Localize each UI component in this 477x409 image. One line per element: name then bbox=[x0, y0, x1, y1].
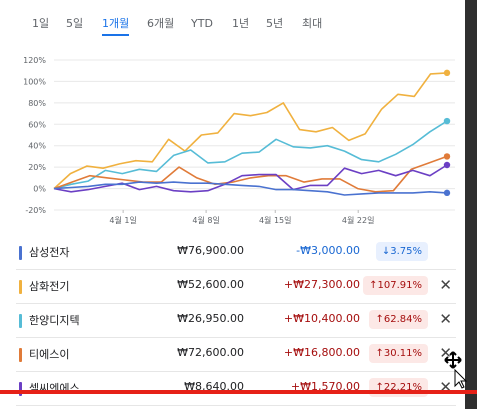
series-line bbox=[53, 155, 448, 193]
price-change: +₩27,300.00 bbox=[283, 278, 360, 291]
y-tick-label: 60% bbox=[28, 120, 46, 129]
series-line bbox=[53, 72, 448, 190]
percent-change-badge: ↑22.21% bbox=[369, 378, 428, 397]
percent-change-badge: ↑30.11% bbox=[369, 344, 428, 363]
tab-ytd[interactable]: YTD bbox=[191, 17, 213, 30]
price-change: +₩10,400.00 bbox=[283, 312, 360, 325]
series-end-point bbox=[443, 69, 451, 77]
stock-row[interactable]: 티에스이 ₩72,600.00 +₩16,800.00 ↑30.11% ✕ bbox=[16, 338, 456, 372]
y-tick-label: 120% bbox=[23, 56, 46, 65]
x-tick-label: 4월 22일 bbox=[342, 215, 375, 225]
y-tick-label: -20% bbox=[25, 206, 46, 215]
series-end-point bbox=[443, 117, 451, 125]
tab-5d[interactable]: 5일 bbox=[66, 17, 84, 30]
series-color-marker bbox=[19, 246, 22, 260]
series-end-point bbox=[443, 153, 451, 160]
y-tick-label: 80% bbox=[28, 99, 46, 108]
x-tick-label: 4월 15일 bbox=[259, 215, 292, 225]
stock-row[interactable]: 삼성전자 ₩76,900.00 -₩3,000.00 ↓3.75% bbox=[16, 236, 456, 270]
series-color-marker bbox=[19, 382, 22, 396]
y-tick-label: 40% bbox=[28, 142, 46, 151]
stock-row[interactable]: 삼화전기 ₩52,600.00 +₩27,300.00 ↑107.91% ✕ bbox=[16, 270, 456, 304]
tab-1m[interactable]: 1개월 bbox=[102, 16, 130, 36]
tab-1d[interactable]: 1일 bbox=[32, 17, 50, 30]
stock-price: ₩8,640.00 bbox=[184, 380, 244, 393]
percent-change-badge: ↑62.84% bbox=[369, 310, 428, 329]
window-edge bbox=[465, 0, 477, 409]
stock-name[interactable]: 한양디지텍 bbox=[29, 314, 80, 327]
series-end-point bbox=[443, 189, 451, 197]
series-end-point bbox=[443, 161, 451, 169]
price-change: +₩1,570.00 bbox=[290, 380, 360, 393]
stock-name[interactable]: 삼성전자 bbox=[29, 246, 70, 259]
x-tick-label: 4월 8일 bbox=[192, 215, 219, 225]
tab-5y[interactable]: 5년 bbox=[266, 17, 284, 30]
range-tabs: 1일 5일 1개월 6개월 YTD 1년 5년 최대 bbox=[0, 16, 465, 38]
x-tick-label: 4월 1일 bbox=[109, 215, 136, 225]
move-cursor-icon bbox=[444, 351, 468, 389]
stock-comparison-card: 1일 5일 1개월 6개월 YTD 1년 5년 최대 120% 100% 80% 60… bbox=[0, 0, 465, 409]
tab-1y[interactable]: 1년 bbox=[232, 17, 250, 30]
stock-name[interactable]: 티에스이 bbox=[29, 348, 70, 361]
series-line bbox=[53, 120, 448, 190]
stock-price: ₩52,600.00 bbox=[177, 278, 244, 291]
video-progress-bar[interactable] bbox=[0, 390, 477, 394]
stock-row[interactable]: 한양디지텍 ₩26,950.00 +₩10,400.00 ↑62.84% ✕ bbox=[16, 304, 456, 338]
stock-row[interactable]: 셀씨엔에스 ₩8,640.00 +₩1,570.00 ↑22.21% ✕ bbox=[16, 372, 456, 406]
tab-max[interactable]: 최대 bbox=[302, 17, 323, 30]
stock-name[interactable]: 삼화전기 bbox=[29, 280, 70, 293]
percent-change-badge: ↓3.75% bbox=[375, 242, 428, 261]
stock-price: ₩72,600.00 bbox=[177, 346, 244, 359]
remove-icon[interactable]: ✕ bbox=[439, 276, 452, 294]
series-color-marker bbox=[19, 348, 22, 362]
stock-price: ₩26,950.00 bbox=[177, 312, 244, 325]
price-change: -₩3,000.00 bbox=[296, 244, 360, 257]
y-tick-label: 20% bbox=[28, 163, 46, 172]
y-tick-label: 0% bbox=[33, 185, 46, 194]
tab-6m[interactable]: 6개월 bbox=[147, 17, 175, 30]
series-color-marker bbox=[19, 280, 22, 294]
y-tick-label: 100% bbox=[23, 77, 46, 86]
remove-icon[interactable]: ✕ bbox=[439, 310, 452, 328]
series-line bbox=[53, 181, 448, 196]
performance-line-chart: 120% 100% 80% 60% 40% 20% 0% -20% 4월 1일 4월 8일 4월 1… bbox=[23, 56, 455, 225]
remove-icon[interactable]: ✕ bbox=[439, 344, 452, 362]
price-change: +₩16,800.00 bbox=[283, 346, 360, 359]
percent-change-badge: ↑107.91% bbox=[363, 276, 428, 295]
series-color-marker bbox=[19, 314, 22, 328]
stock-price: ₩76,900.00 bbox=[177, 244, 244, 257]
